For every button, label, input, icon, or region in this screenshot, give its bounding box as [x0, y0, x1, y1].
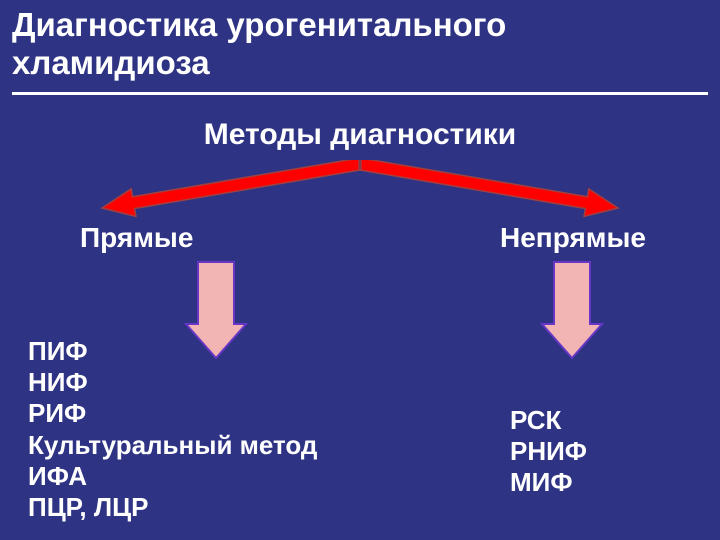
- left-branch-label: Прямые: [80, 222, 193, 254]
- down-arrow-right: [540, 260, 604, 360]
- split-arrow: [90, 160, 630, 220]
- right-list: РСК РНИФ МИФ: [510, 405, 587, 499]
- title-rule: [12, 92, 708, 95]
- right-branch-label: Непрямые: [500, 222, 646, 254]
- left-list: ПИФ НИФ РИФ Культуральный метод ИФА ПЦР,…: [28, 336, 317, 523]
- slide-title: Диагностика урогенитального хламидиоза: [12, 6, 708, 82]
- subtitle: Методы диагностики: [0, 118, 720, 152]
